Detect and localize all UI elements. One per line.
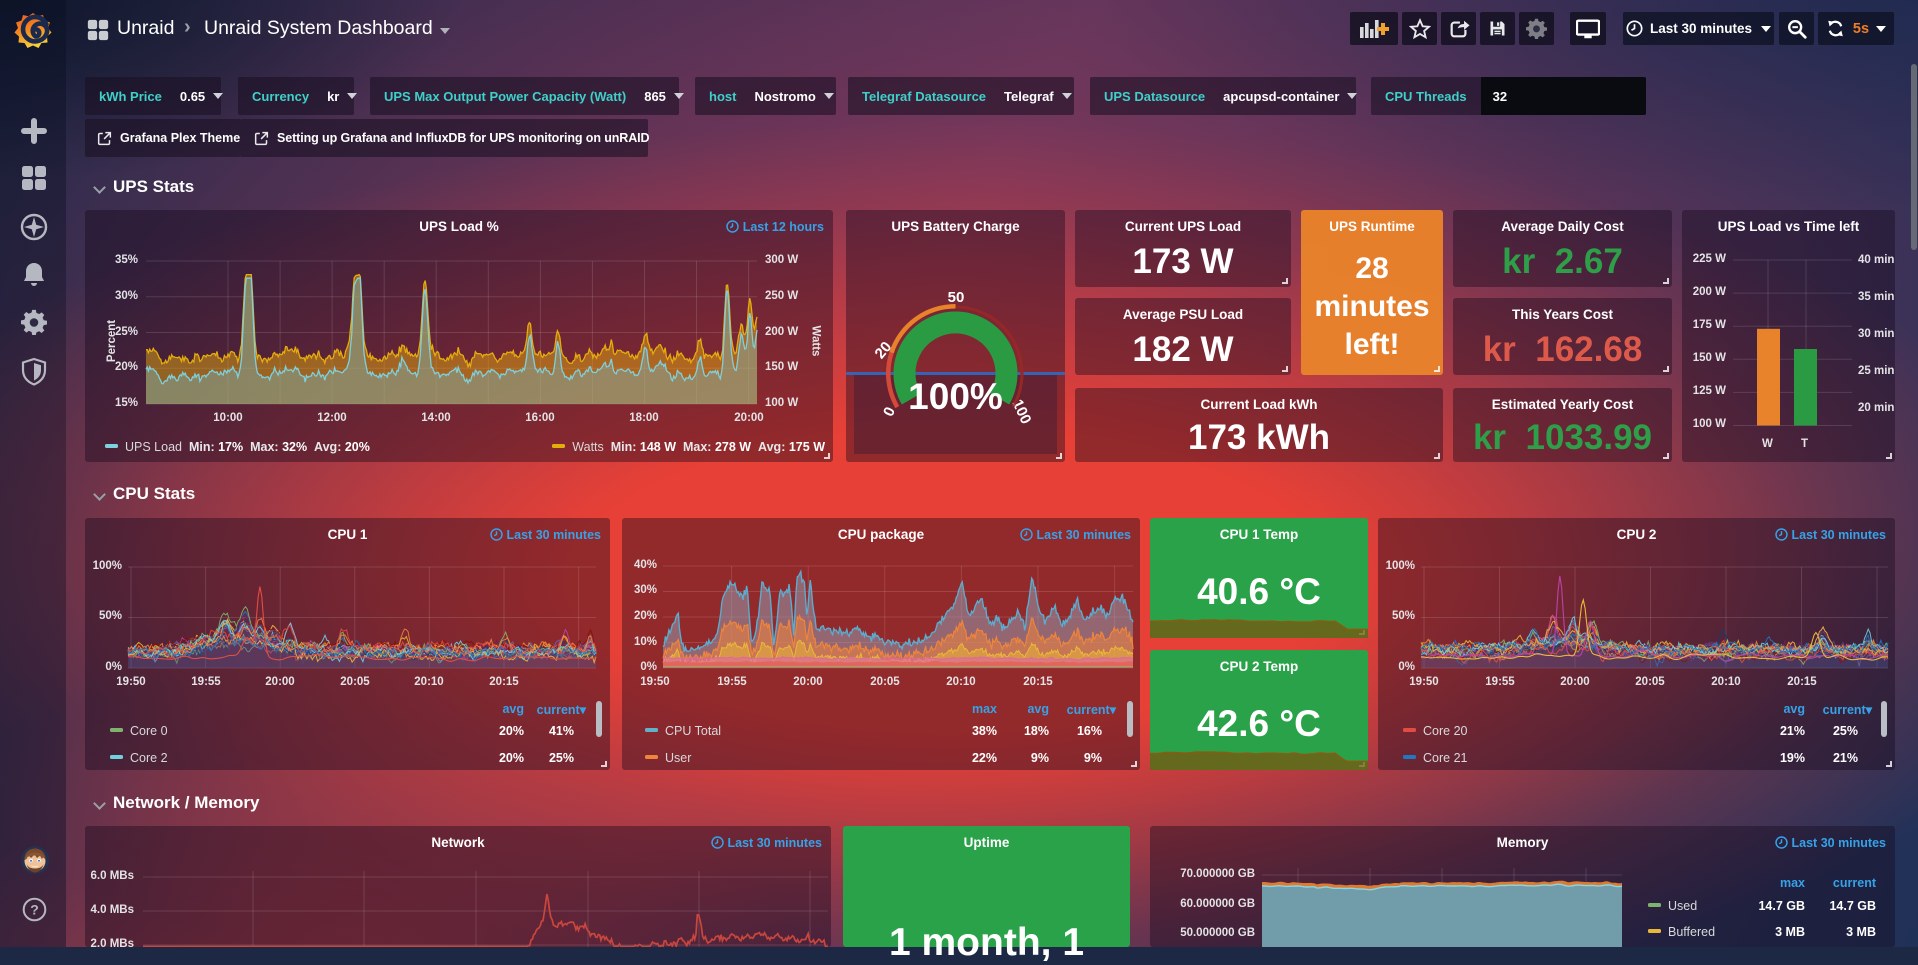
svg-text:?: ?: [30, 902, 39, 918]
svg-text:50: 50: [948, 289, 965, 306]
